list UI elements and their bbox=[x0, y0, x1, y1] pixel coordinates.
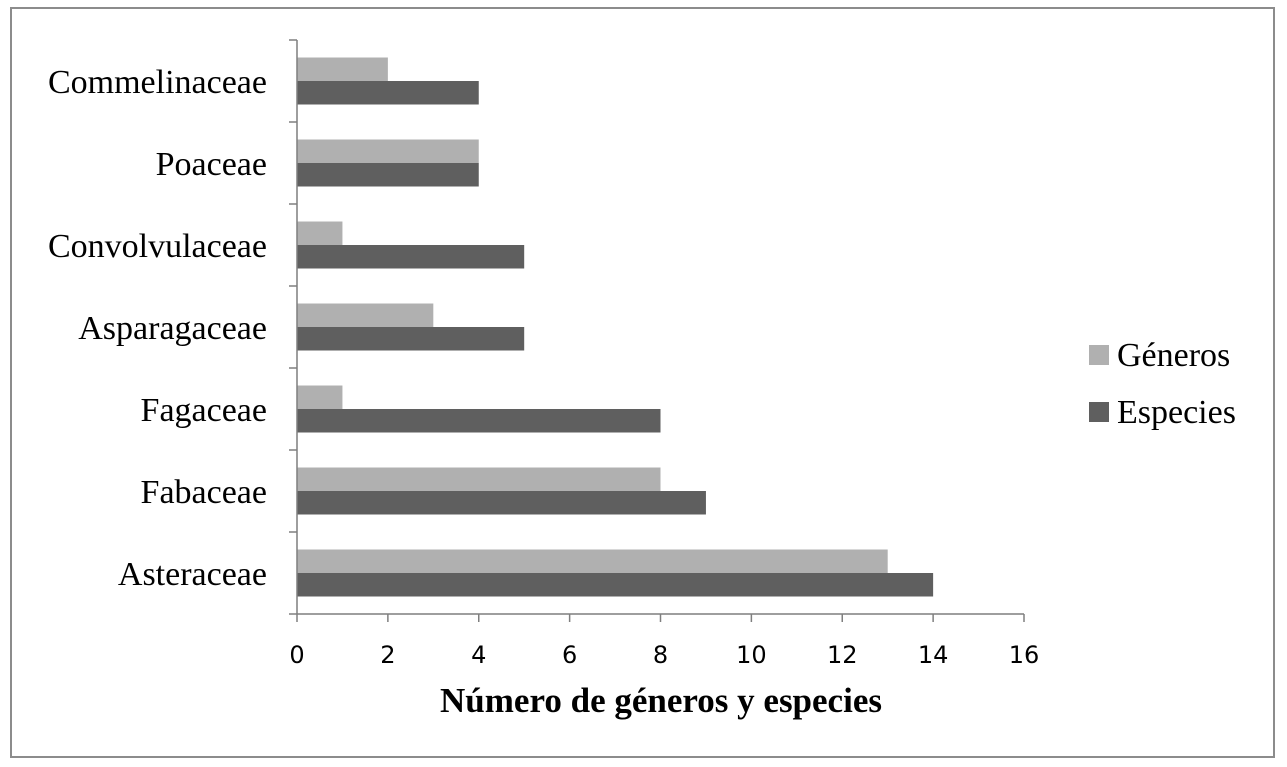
x-tick-label-12: 12 bbox=[827, 641, 858, 669]
bar-commelinaceae-especies bbox=[297, 81, 479, 105]
x-tick-labels: 0 2 4 6 8 10 12 14 16 bbox=[289, 641, 1039, 669]
category-label-poaceae: Poaceae bbox=[156, 146, 267, 183]
legend-label-generos: Géneros bbox=[1117, 337, 1230, 374]
bar-fabaceae-especies bbox=[297, 491, 706, 515]
legend: Géneros Especies bbox=[1089, 337, 1236, 431]
bar-asparagaceae-generos bbox=[297, 303, 434, 327]
x-tick-label-10: 10 bbox=[736, 641, 767, 669]
x-tick-label-2: 2 bbox=[380, 641, 395, 669]
legend-swatch-especies bbox=[1089, 402, 1109, 422]
bars-group bbox=[297, 57, 934, 597]
legend-label-especies: Especies bbox=[1117, 394, 1236, 431]
category-label-convolvulaceae: Convolvulaceae bbox=[48, 228, 267, 265]
x-tick-label-0: 0 bbox=[289, 641, 304, 669]
x-tick-label-14: 14 bbox=[918, 641, 949, 669]
bar-fagaceae-generos bbox=[297, 385, 343, 409]
bar-convolvulaceae-generos bbox=[297, 221, 343, 245]
bar-commelinaceae-generos bbox=[297, 57, 388, 81]
category-label-asteraceae: Asteraceae bbox=[118, 556, 267, 593]
x-axis-title: Número de géneros y especies bbox=[440, 681, 882, 720]
x-tick-label-8: 8 bbox=[653, 641, 668, 669]
x-tick-label-6: 6 bbox=[562, 641, 577, 669]
bar-poaceae-especies bbox=[297, 163, 479, 187]
category-label-asparagaceae: Asparagaceae bbox=[78, 310, 267, 347]
bar-fagaceae-especies bbox=[297, 409, 661, 433]
category-label-fagaceae: Fagaceae bbox=[141, 392, 267, 429]
bar-asteraceae-especies bbox=[297, 573, 934, 597]
bar-asparagaceae-especies bbox=[297, 327, 525, 351]
chart-frame bbox=[10, 7, 1275, 758]
axes-group bbox=[289, 39, 1025, 622]
bar-poaceae-generos bbox=[297, 139, 479, 163]
category-label-commelinaceae: Commelinaceae bbox=[48, 64, 267, 101]
bar-asteraceae-generos bbox=[297, 549, 888, 573]
bar-fabaceae-generos bbox=[297, 467, 661, 491]
bar-convolvulaceae-especies bbox=[297, 245, 525, 269]
legend-swatch-generos bbox=[1089, 345, 1109, 365]
category-labels: Asteraceae Fabaceae Fagaceae Asparagaceae Co… bbox=[48, 64, 267, 593]
category-label-fabaceae: Fabaceae bbox=[141, 474, 267, 511]
x-tick-label-16: 16 bbox=[1009, 641, 1040, 669]
x-tick-label-4: 4 bbox=[471, 641, 486, 669]
